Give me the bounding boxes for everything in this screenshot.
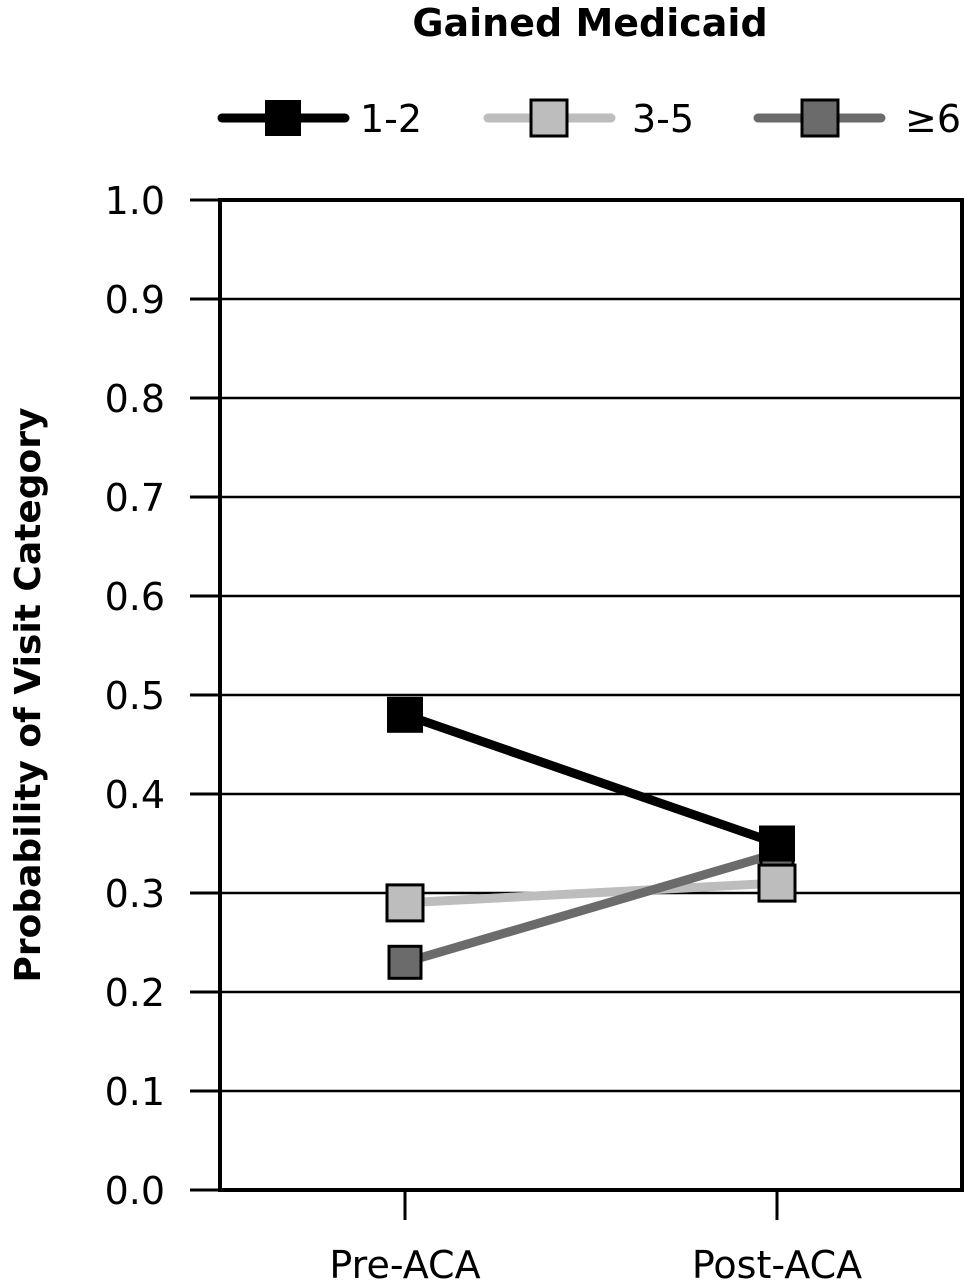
y-tick-label: 0.7 (105, 476, 165, 520)
legend-marker (529, 98, 569, 138)
series-line-0 (403, 710, 779, 848)
legend-marker (265, 100, 301, 136)
data-point (385, 883, 425, 923)
legend-item: 3-5 (483, 97, 694, 141)
y-axis-ticks: 0.0 0.1 0.2 0.3 0.4 0.5 0.6 0.7 0.8 0.9 1.0 (105, 179, 220, 1213)
y-tick-label: 0.3 (105, 872, 165, 916)
y-tick-label: 0.4 (105, 773, 165, 817)
chart-title: Gained Medicaid (412, 1, 767, 45)
legend-item: 1-2 (217, 97, 422, 141)
x-tick-label: Pre-ACA (329, 1243, 480, 1280)
y-tick-label: 0.1 (105, 1070, 165, 1114)
y-tick-label: 0.6 (105, 575, 165, 619)
y-tick-label: 0.0 (105, 1169, 165, 1213)
x-axis-ticks: Pre-ACA Post-ACA (329, 1190, 862, 1285)
series-line-1 (404, 878, 778, 908)
plot-frame (218, 198, 964, 1192)
y-axis-title: Probability of Visit Category (8, 408, 49, 983)
data-point (387, 944, 423, 980)
data-point (757, 863, 797, 903)
y-tick-label: 0.9 (105, 278, 165, 322)
y-tick-label: 1.0 (105, 179, 165, 223)
y-tick-label: 0.2 (105, 971, 165, 1015)
gridlines (220, 198, 962, 1192)
legend-marker (800, 98, 840, 138)
data-point (759, 825, 795, 862)
legend-label: ≥6 (905, 97, 961, 141)
data-point (387, 696, 423, 733)
series-line-2 (403, 849, 779, 967)
y-tick-label: 0.5 (105, 674, 165, 718)
legend-label: 3-5 (632, 97, 694, 141)
legend: 1-2 3-5 ≥6 (217, 97, 961, 141)
y-tick-label: 0.8 (105, 377, 165, 421)
x-tick-label: Post-ACA (692, 1243, 862, 1280)
series-layer (385, 696, 797, 980)
legend-label: 1-2 (360, 97, 422, 141)
legend-item: ≥6 (753, 97, 961, 141)
